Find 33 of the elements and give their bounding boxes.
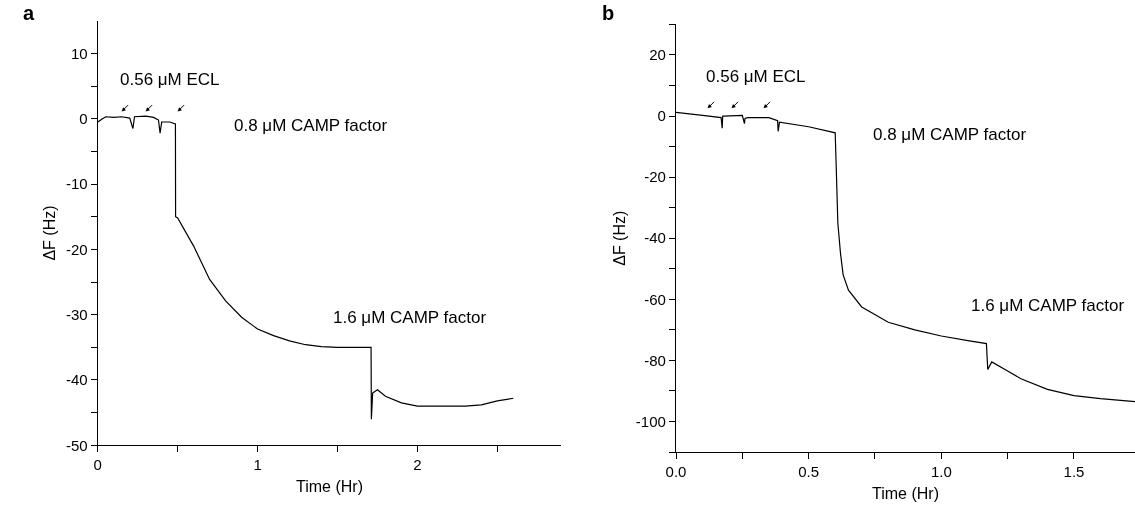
y-tick-label: -30 <box>65 305 88 323</box>
y-tick-label: -40 <box>644 229 666 247</box>
x-axis-title: Time (Hr) <box>872 484 939 502</box>
y-tick-label: 0 <box>657 107 666 125</box>
x-tick-label: 0.5 <box>798 463 820 481</box>
annotation: 0.56 μM ECL <box>706 67 806 86</box>
x-tick-label: 1 <box>253 456 262 474</box>
annotation: 1.6 μM CAMP factor <box>333 308 487 327</box>
y-axis-title: ΔF (Hz) <box>610 210 628 266</box>
y-tick-label: -10 <box>65 175 88 193</box>
x-tick-label: 1.0 <box>930 463 952 481</box>
x-tick-label: 0 <box>93 456 102 474</box>
annotation: 1.6 μM CAMP factor <box>971 296 1125 315</box>
y-tick-label: -40 <box>65 371 88 389</box>
x-tick-label: 1.5 <box>1063 463 1085 481</box>
y-tick-label: 0 <box>79 109 88 127</box>
y-tick-label: -60 <box>644 290 666 308</box>
y-tick-label: 10 <box>70 44 88 62</box>
annotation: 0.8 μM CAMP factor <box>234 116 388 135</box>
annotation: 0.56 μM ECL <box>120 70 220 89</box>
y-tick-label: -20 <box>65 240 88 258</box>
x-tick-label: 2 <box>413 456 422 474</box>
y-tick-label: 20 <box>649 46 666 64</box>
y-axis-title: ΔF (Hz) <box>40 205 58 261</box>
y-tick-label: -100 <box>635 412 666 430</box>
y-tick-label: -20 <box>644 168 666 186</box>
chart-title: a <box>23 2 35 24</box>
y-tick-label: -80 <box>644 351 666 369</box>
chart-title: b <box>602 2 615 24</box>
annotation: 0.8 μM CAMP factor <box>873 125 1027 144</box>
x-tick-label: 0.0 <box>665 463 687 481</box>
x-axis-title: Time (Hr) <box>296 478 363 496</box>
y-tick-label: -50 <box>65 436 88 454</box>
